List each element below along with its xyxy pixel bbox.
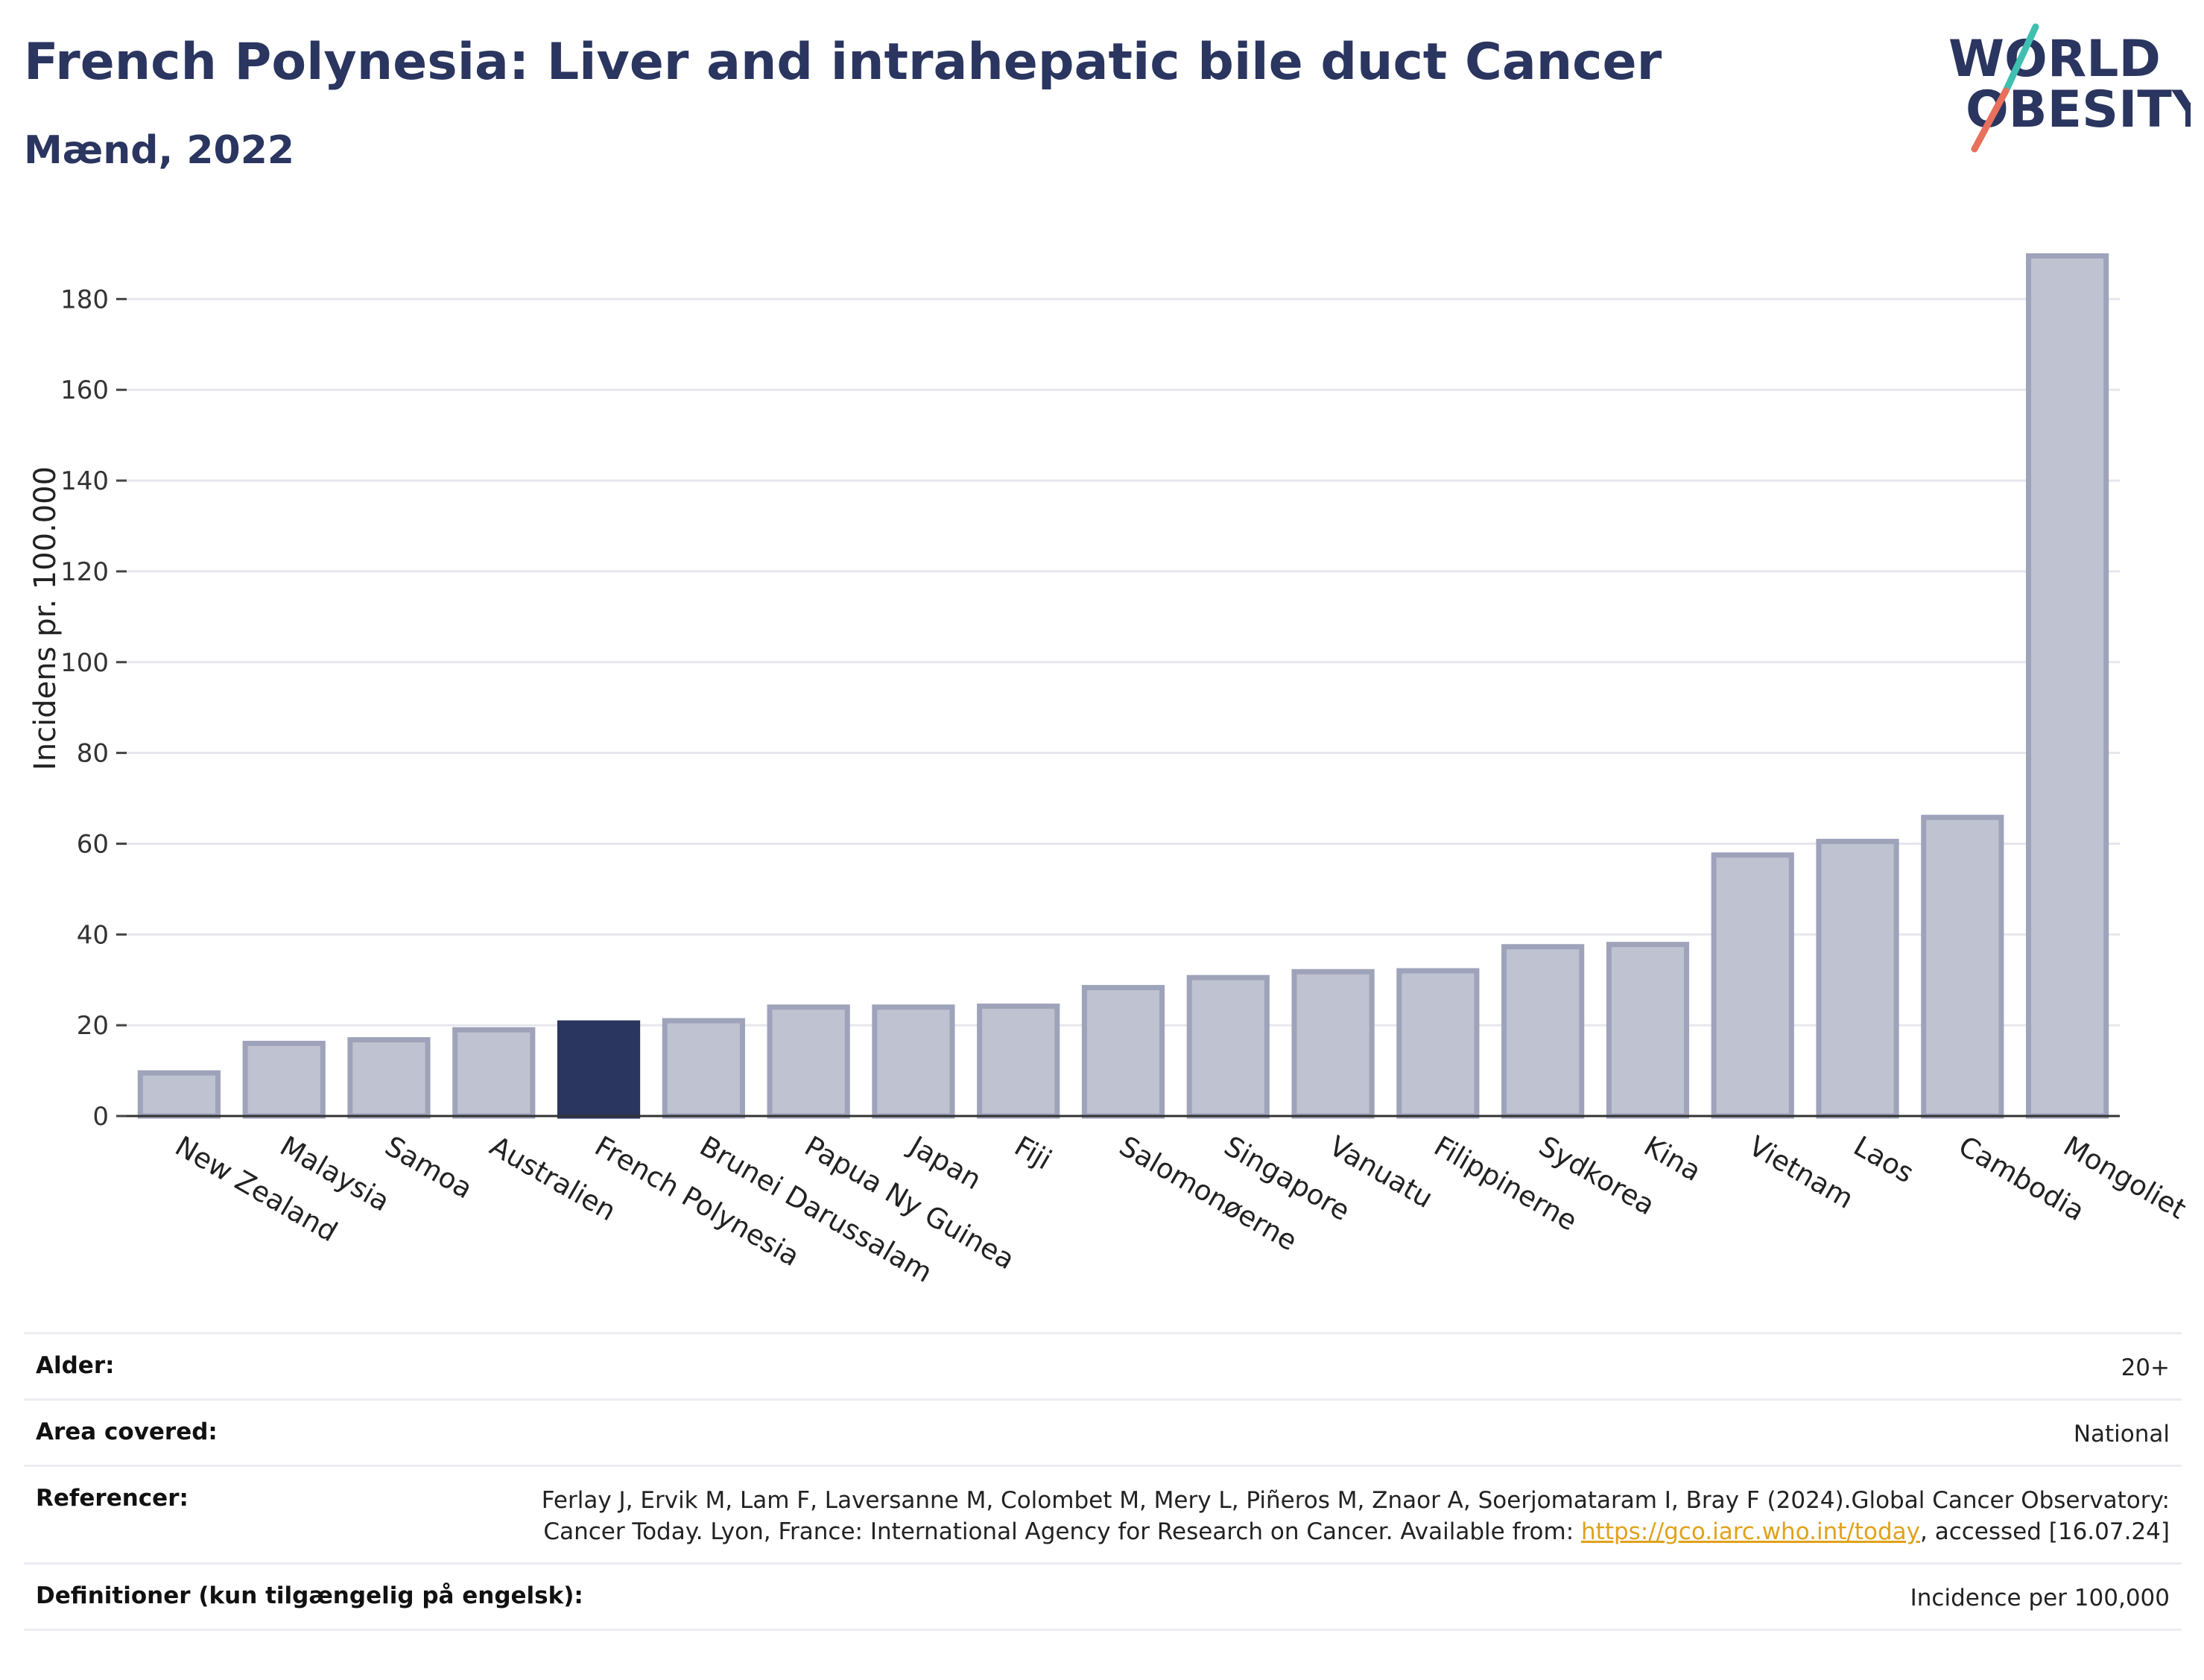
bar-vietnam	[1711, 852, 1794, 1119]
info-value: Incidence per 100,000	[1910, 1585, 2170, 1611]
logo-slash-bottom	[1971, 87, 2010, 153]
y-tick-label: 40	[77, 920, 109, 950]
logo-word-world: WORLD	[1948, 30, 2161, 89]
bar-singapore	[1186, 974, 1270, 1119]
bar-new-zealand	[137, 1070, 221, 1119]
logo-slash-top	[2002, 23, 2039, 95]
x-tick-label: Samoa	[379, 1130, 478, 1205]
bar-australien	[452, 1027, 536, 1119]
y-tick-label: 120	[60, 557, 109, 587]
y-tick-label: 0	[92, 1102, 109, 1132]
bar-sydkorea	[1501, 944, 1585, 1119]
info-table: Alder: 20+ Area covered: National Referencer…	[24, 1332, 2182, 1631]
info-row: Referencer: Ferlay J, Ervik M, Lam F, Lav…	[24, 1465, 2182, 1562]
info-value: National	[2073, 1421, 2170, 1448]
chart-title: French Polynesia: Liver and intrahepatic…	[24, 33, 1662, 92]
x-tick-label: Laos	[1849, 1130, 1919, 1190]
info-key: Definitioner (kun tilgængelig på engelsk…	[36, 1582, 583, 1609]
bar-fiji	[977, 1004, 1060, 1119]
info-row: Area covered: National	[24, 1398, 2182, 1465]
y-tick-label: 60	[77, 829, 109, 859]
bar-vanuatu	[1291, 969, 1375, 1119]
y-tick-label: 140	[60, 466, 109, 496]
bar-brunei-darussalam	[662, 1018, 745, 1119]
bars	[137, 253, 2109, 1119]
bar-papua-ny-guinea	[767, 1004, 850, 1119]
info-value: Ferlay J, Ervik M, Lam F, Laversanne M, …	[541, 1487, 2170, 1545]
x-tick-label: Kina	[1638, 1130, 1706, 1188]
bar-cambodia	[1921, 814, 2004, 1119]
y-tick-label: 100	[60, 648, 109, 678]
bar-japan	[872, 1004, 955, 1119]
bar-salomon-erne	[1081, 985, 1165, 1119]
y-tick-label: 160	[60, 375, 109, 405]
reference-link[interactable]: https://gco.iarc.who.int/today	[1581, 1518, 1920, 1545]
info-key: Referencer:	[36, 1485, 189, 1512]
info-value: 20+	[2121, 1354, 2170, 1381]
bar-samoa	[347, 1037, 431, 1119]
info-key: Alder:	[36, 1352, 115, 1379]
chart-subtitle: Mænd, 2022	[24, 128, 295, 173]
bar-french-polynesia	[557, 1020, 641, 1119]
bar-kina	[1606, 942, 1690, 1119]
bar-laos	[1816, 838, 1899, 1119]
x-tick-label: Vietnam	[1744, 1130, 1859, 1215]
y-tick-label: 20	[77, 1011, 109, 1041]
info-key: Area covered:	[36, 1419, 218, 1445]
info-row: Definitioner (kun tilgængelig på engelsk…	[24, 1562, 2182, 1631]
x-tick-label: Fiji	[1009, 1130, 1057, 1176]
x-tick-label: Japan	[903, 1129, 987, 1196]
info-row: Alder: 20+	[24, 1332, 2182, 1398]
bar-filippinerne	[1396, 968, 1480, 1119]
y-axis-label: Incidens pr. 100.000	[28, 466, 63, 770]
y-tick-label: 180	[60, 285, 109, 314]
bar-malaysia	[242, 1041, 326, 1119]
y-tick-label: 80	[77, 739, 109, 769]
world-obesity-logo: WORLD OBESITY	[1948, 23, 2191, 153]
x-tick-label: Salomonøerne	[1114, 1130, 1302, 1258]
bar-mongoliet	[2026, 253, 2109, 1119]
